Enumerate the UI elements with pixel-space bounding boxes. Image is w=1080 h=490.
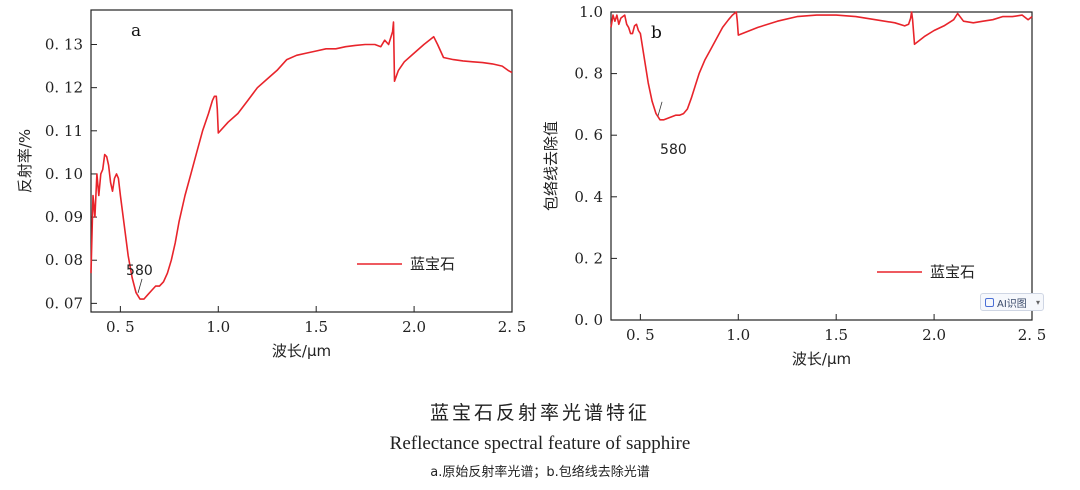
series-line-sapphire — [90, 21, 513, 300]
x-tick-label: 2.0 — [402, 318, 426, 336]
y-tick-label: 0. 13 — [45, 36, 83, 54]
y-tick-label: 0. 2 — [574, 249, 603, 267]
x-tick-label: 0. 5 — [106, 318, 135, 336]
panel-label: b — [651, 23, 662, 43]
x-tick-label: 1.0 — [726, 326, 750, 344]
plot-frame — [90, 9, 513, 313]
y-tick-label: 0. 10 — [45, 165, 83, 183]
figure-caption: 蓝宝石反射率光谱特征 Reflectance spectral feature … — [0, 392, 1080, 480]
y-tick-label: 0. 09 — [45, 208, 83, 226]
chevron-down-icon: ▾ — [1035, 297, 1040, 307]
ai-recognize-label: AI识图 — [997, 298, 1027, 310]
caption-title-en: Reflectance spectral feature of sapphire — [389, 433, 691, 454]
y-tick-label: 0. 4 — [574, 188, 603, 206]
panel-label: a — [131, 21, 141, 41]
annotation-leader — [657, 101, 663, 116]
annotation-label: 580 — [660, 142, 687, 158]
x-tick-label: 2. 5 — [1018, 326, 1047, 344]
y-tick-label: 0. 11 — [45, 122, 83, 140]
plot-frame — [610, 11, 1033, 321]
annotation-leader — [137, 278, 143, 294]
x-tick-label: 1.0 — [206, 318, 230, 336]
legend-label: 蓝宝石 — [410, 255, 455, 273]
chart-panel-a: 0. 5 1.0 1.5 2.0 2. 5 0. 07 0. 08 0. 09 0. 10 0. … — [16, 9, 527, 360]
y-tick-label: 0. 6 — [574, 126, 603, 144]
annotation-label: 580 — [126, 263, 153, 279]
y-axis-title: 包络线去除值 — [542, 121, 560, 211]
series-line-sapphire — [610, 11, 1033, 121]
x-tick-label: 1.5 — [304, 318, 328, 336]
x-tick-label: 0. 5 — [626, 326, 655, 344]
legend-label: 蓝宝石 — [930, 263, 975, 281]
x-tick-label: 1.5 — [824, 326, 848, 344]
ai-recognize-button[interactable]: AI识图 ▾ — [980, 293, 1044, 311]
figure: 0. 5 1.0 1.5 2.0 2. 5 0. 07 0. 08 0. 09 0. 10 0. … — [16, 3, 1046, 368]
caption-title-zh: 蓝宝石反射率光谱特征 — [429, 402, 650, 424]
x-tick-label: 2.0 — [922, 326, 946, 344]
y-tick-label: 0. 08 — [45, 251, 83, 269]
y-tick-label: 0. 0 — [574, 311, 603, 329]
x-tick-label: 2. 5 — [498, 318, 527, 336]
y-tick-label: 0. 8 — [574, 65, 603, 83]
y-tick-label: 1.0 — [579, 3, 603, 21]
caption-subtitle: a.原始反射率光谱；b.包络线去除光谱 — [430, 465, 650, 480]
y-axis-title: 反射率/% — [16, 129, 34, 193]
x-axis-title: 波长/μm — [792, 350, 851, 368]
y-tick-label: 0. 07 — [45, 294, 83, 312]
y-tick-label: 0. 12 — [45, 79, 83, 97]
chart-panel-b: 0. 5 1.0 1.5 2.0 2. 5 0. 0 0. 2 0. 4 0. 6 0. 8 1.0… — [542, 3, 1046, 368]
ai-scan-icon — [985, 297, 994, 307]
x-axis-title: 波长/μm — [272, 342, 331, 360]
